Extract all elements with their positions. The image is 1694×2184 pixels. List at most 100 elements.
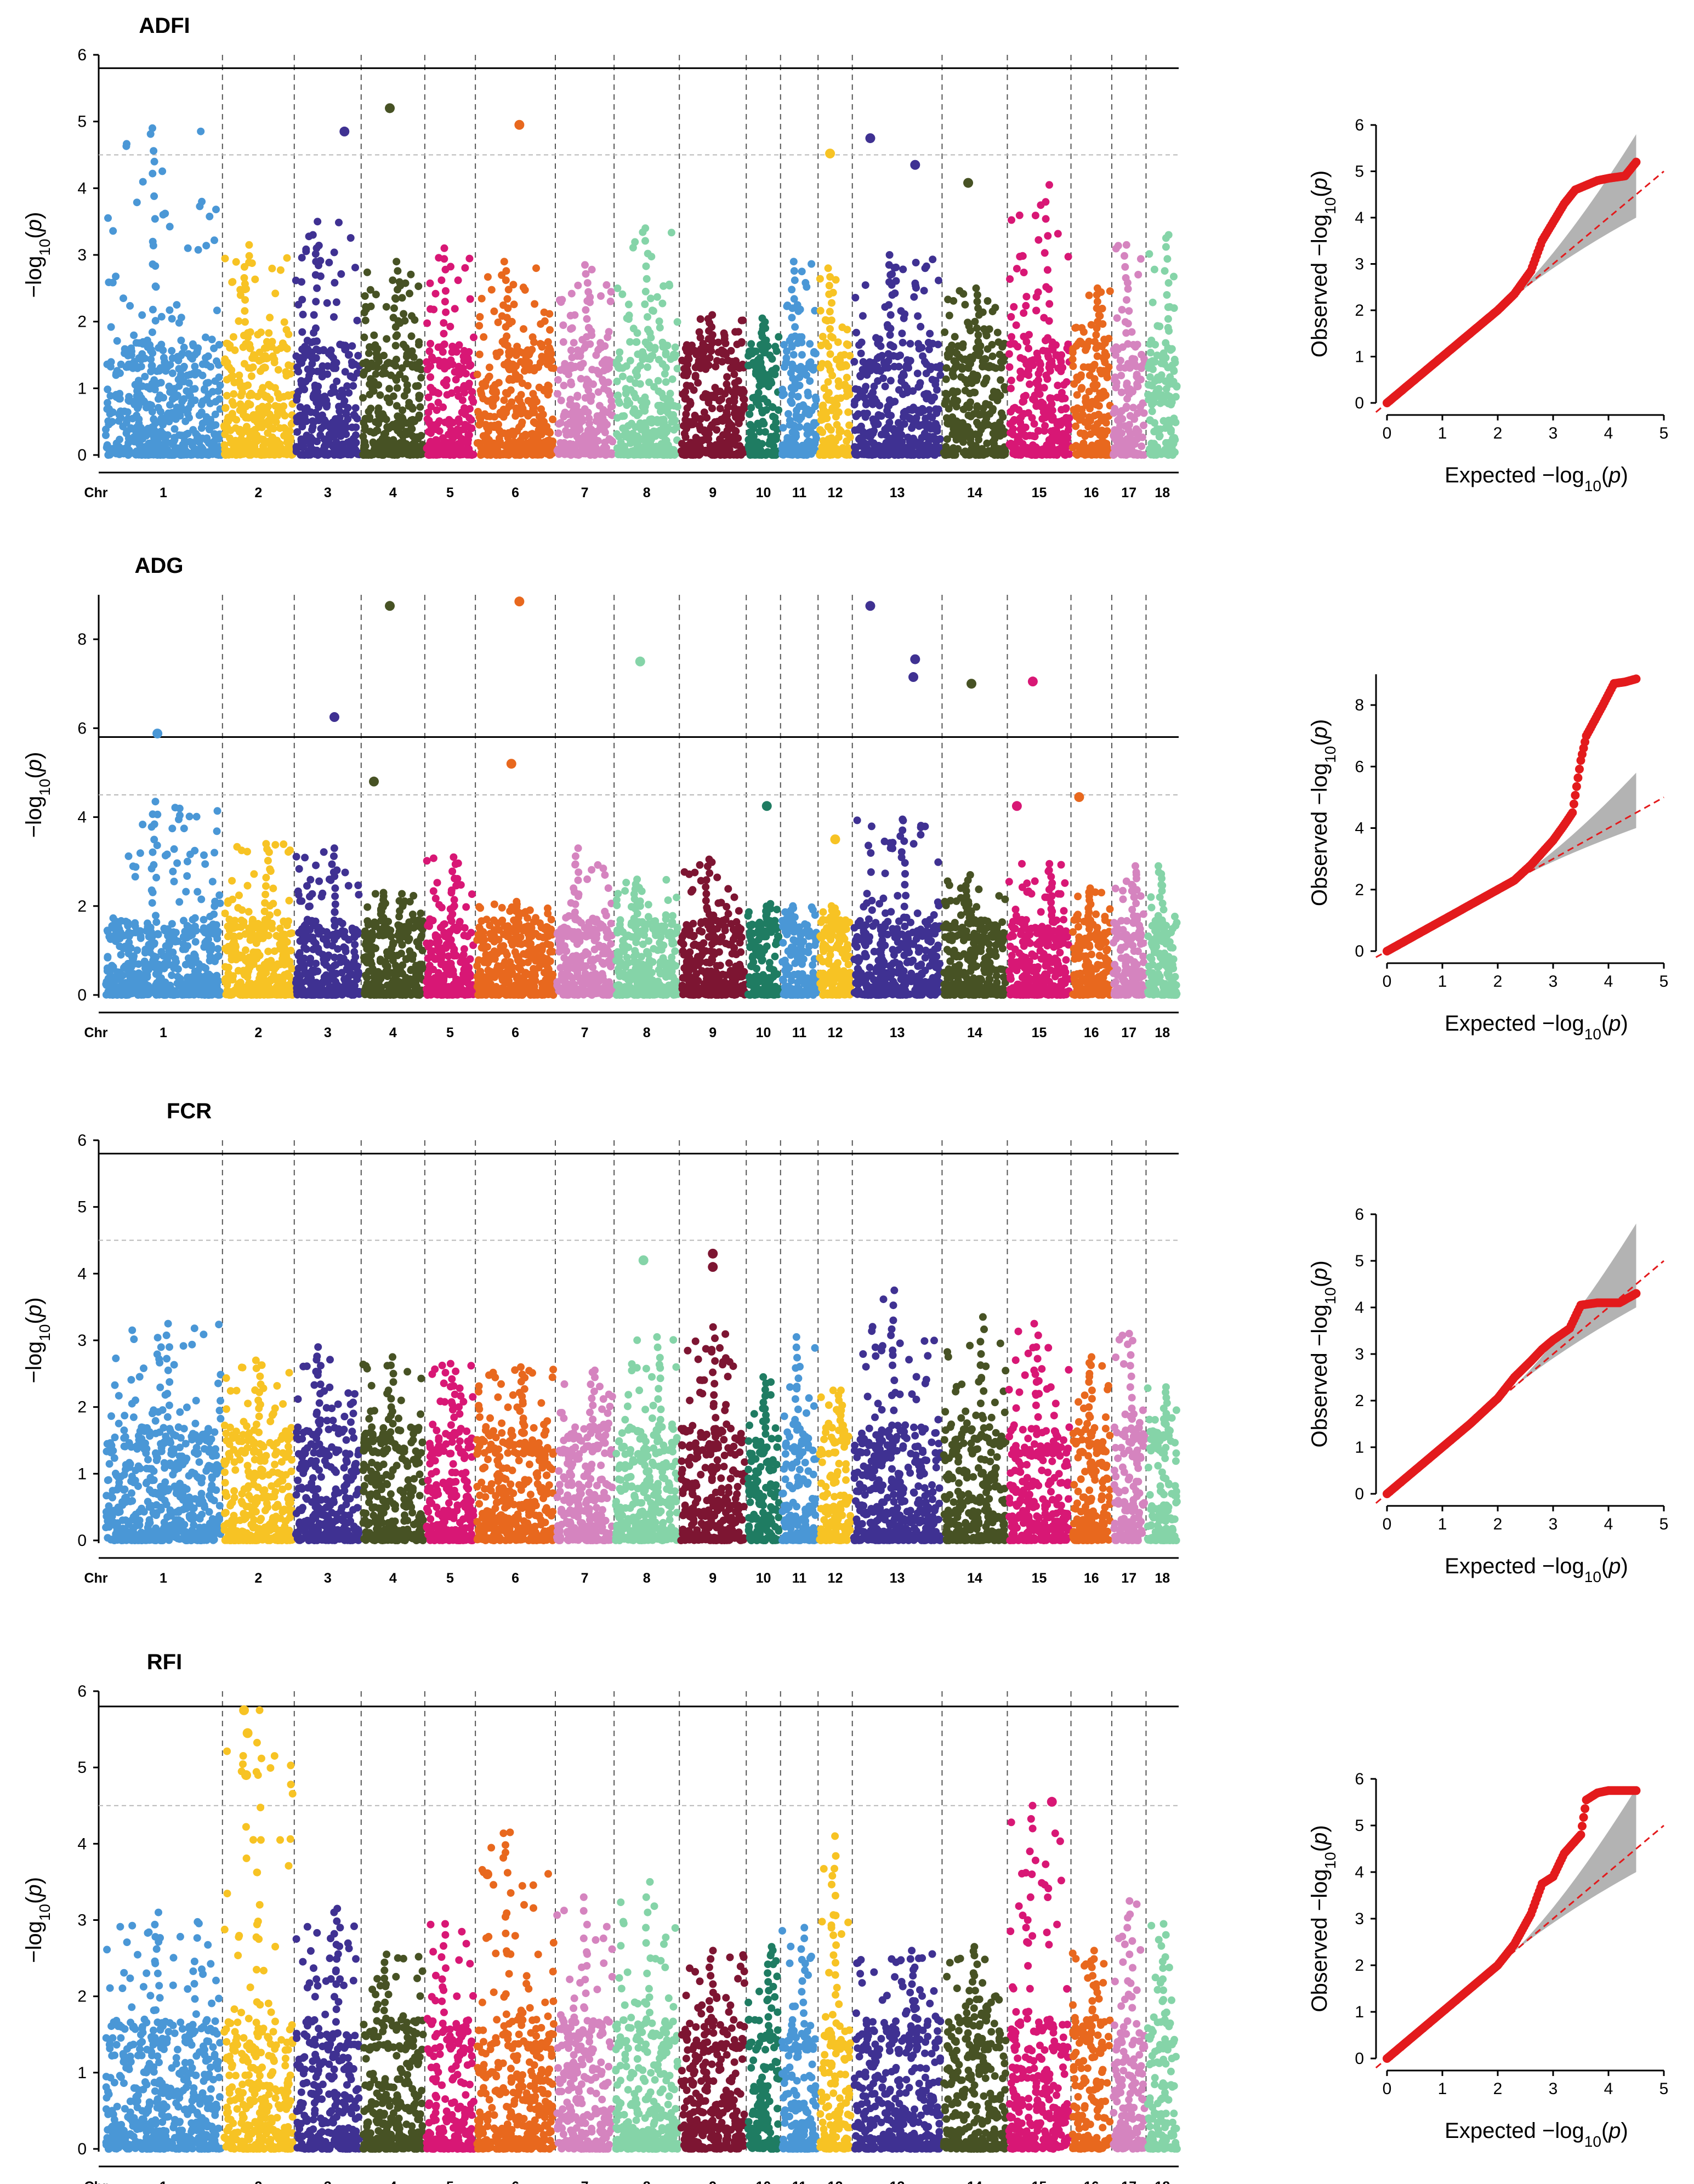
- chromosome-5-snps: [423, 853, 477, 999]
- qq-x-tick-label: 3: [1549, 972, 1558, 991]
- highlighted-snp: [708, 1248, 718, 1259]
- y-tick-label: 4: [77, 809, 87, 827]
- chromosome-13-snps: [850, 251, 945, 459]
- chromosome-label: 1: [160, 1025, 167, 1040]
- chromosome-label: 14: [967, 1571, 982, 1586]
- chromosome-10-snps: [744, 1373, 783, 1544]
- chromosome-label: 5: [446, 485, 454, 501]
- qq-y-tick-label: 4: [1355, 1863, 1364, 1881]
- chromosome-label: 15: [1032, 2179, 1047, 2184]
- chromosome-label: 6: [511, 2179, 519, 2184]
- expected-diagonal-line: [1375, 1260, 1664, 1504]
- qq-x-tick-label: 2: [1493, 424, 1503, 442]
- y-tick-label: 3: [77, 1912, 87, 1930]
- y-tick-label: 1: [77, 1465, 87, 1483]
- highlighted-snp: [1011, 801, 1022, 811]
- chromosome-12-snps: [816, 1386, 854, 1544]
- y-tick-label: 0: [77, 2140, 87, 2158]
- chromosome-15-snps: [1005, 860, 1073, 999]
- qq-x-tick-label: 1: [1438, 424, 1447, 442]
- y-tick-label: 2: [77, 313, 87, 331]
- qq-x-tick-label: 4: [1604, 2080, 1613, 2098]
- chromosome-label: 4: [389, 1571, 397, 1586]
- y-axis-label: −log10(p): [22, 1298, 53, 1384]
- qq-y-tick-label: 1: [1355, 348, 1364, 366]
- qq-y-axis-label: Observed −log10(p): [1308, 1260, 1339, 1447]
- y-tick-label: 1: [77, 2064, 87, 2082]
- chromosome-label: 10: [756, 1025, 771, 1040]
- chromosome-label: 8: [643, 2179, 651, 2184]
- chromosome-8-snps: [612, 224, 681, 459]
- chromosome-4-snps: [359, 1950, 427, 2153]
- qq-y-tick-label: 1: [1355, 2003, 1364, 2021]
- chromosome-label: 13: [890, 485, 905, 501]
- chromosome-label: 2: [254, 1571, 262, 1586]
- chromosome-label: 9: [709, 1571, 717, 1586]
- chromosome-label: 6: [511, 1571, 519, 1586]
- chromosome-6-snps: [473, 1363, 558, 1544]
- chromosome-2-snps: [220, 241, 297, 459]
- qq-y-tick-label: 2: [1355, 1957, 1364, 1975]
- qq-x-tick-label: 5: [1659, 424, 1669, 442]
- chromosome-13-snps: [850, 1286, 944, 1544]
- chromosome-9-snps: [677, 311, 748, 459]
- qq-x-tick-label: 1: [1438, 972, 1447, 991]
- chromosome-10-snps: [744, 314, 783, 459]
- chromosome-7-snps: [553, 844, 617, 999]
- chromosome-label: 17: [1121, 1025, 1136, 1040]
- chromosome-15-snps: [1005, 1801, 1073, 2153]
- highlighted-snp: [152, 729, 163, 739]
- qq-y-tick-label: 6: [1355, 758, 1364, 776]
- qq-observed-points: [1383, 157, 1641, 407]
- qq-x-tick-label: 2: [1493, 1515, 1503, 1533]
- qq-plot-adfi: 0 1 2 3 4 5 6 0 1 2 3 4 5 Expected −log10(p) Observed …: [1308, 116, 1668, 494]
- highlighted-snp: [514, 596, 525, 607]
- chromosome-4-snps: [360, 889, 427, 999]
- chromosome-9-snps: [677, 855, 749, 999]
- chromosome-9-snps: [677, 1323, 749, 1544]
- qq-x-tick-label: 2: [1493, 2080, 1503, 2098]
- chromosome-label: 5: [446, 1025, 454, 1040]
- qq-observed-points: [1383, 1289, 1641, 1498]
- chromosome-label: 12: [828, 1025, 843, 1040]
- highlighted-snp: [1074, 792, 1084, 803]
- qq-y-tick-label: 0: [1355, 942, 1364, 960]
- qq-y-tick-label: 6: [1355, 1205, 1364, 1224]
- qq-observed-points: [1383, 1786, 1641, 2063]
- chromosome-7-snps: [553, 1366, 616, 1544]
- chromosome-18-snps: [1144, 1383, 1181, 1544]
- highlighted-snp: [865, 601, 876, 611]
- qq-x-tick-label: 0: [1383, 2080, 1392, 2098]
- chromosome-label: 7: [581, 1571, 589, 1586]
- chromosome-label: 9: [709, 1025, 717, 1040]
- y-tick-label: 3: [77, 1332, 87, 1350]
- chromosome-label: 6: [511, 485, 519, 501]
- chromosome-label: 14: [967, 2179, 982, 2184]
- qq-x-tick-label: 3: [1549, 2080, 1558, 2098]
- qq-y-tick-label: 5: [1355, 163, 1364, 181]
- chromosome-label: 17: [1121, 2179, 1136, 2184]
- highlighted-snp: [708, 1262, 718, 1272]
- qq-y-tick-label: 2: [1355, 302, 1364, 320]
- y-tick-label: 6: [77, 1682, 87, 1700]
- qq-y-tick-label: 4: [1355, 1299, 1364, 1317]
- chromosome-2-snps: [220, 1356, 297, 1545]
- qq-y-tick-label: 3: [1355, 1345, 1364, 1363]
- chr-prefix-label: Chr: [84, 1025, 107, 1040]
- chromosome-label: 10: [756, 1571, 771, 1586]
- chromosome-label: 8: [643, 485, 651, 501]
- chromosome-17-snps: [1110, 241, 1149, 459]
- chromosome-label: 12: [828, 485, 843, 501]
- qq-plot-rfi: 0 1 2 3 4 5 6 0 1 2 3 4 5 Expected −log10(p) Observed …: [1308, 1770, 1668, 2150]
- chromosome-label: 10: [756, 485, 771, 501]
- qq-y-tick-label: 0: [1355, 1485, 1364, 1503]
- snp-points: [102, 1705, 1181, 2153]
- qq-x-axis-label: Expected −log10(p): [1445, 463, 1628, 494]
- y-tick-label: 8: [77, 630, 87, 649]
- qq-y-tick-label: 2: [1355, 881, 1364, 899]
- y-tick-label: 4: [77, 1835, 87, 1853]
- plot-title: ADFI: [139, 14, 190, 38]
- chromosome-5-snps: [423, 1360, 477, 1544]
- qq-x-tick-label: 4: [1604, 424, 1613, 442]
